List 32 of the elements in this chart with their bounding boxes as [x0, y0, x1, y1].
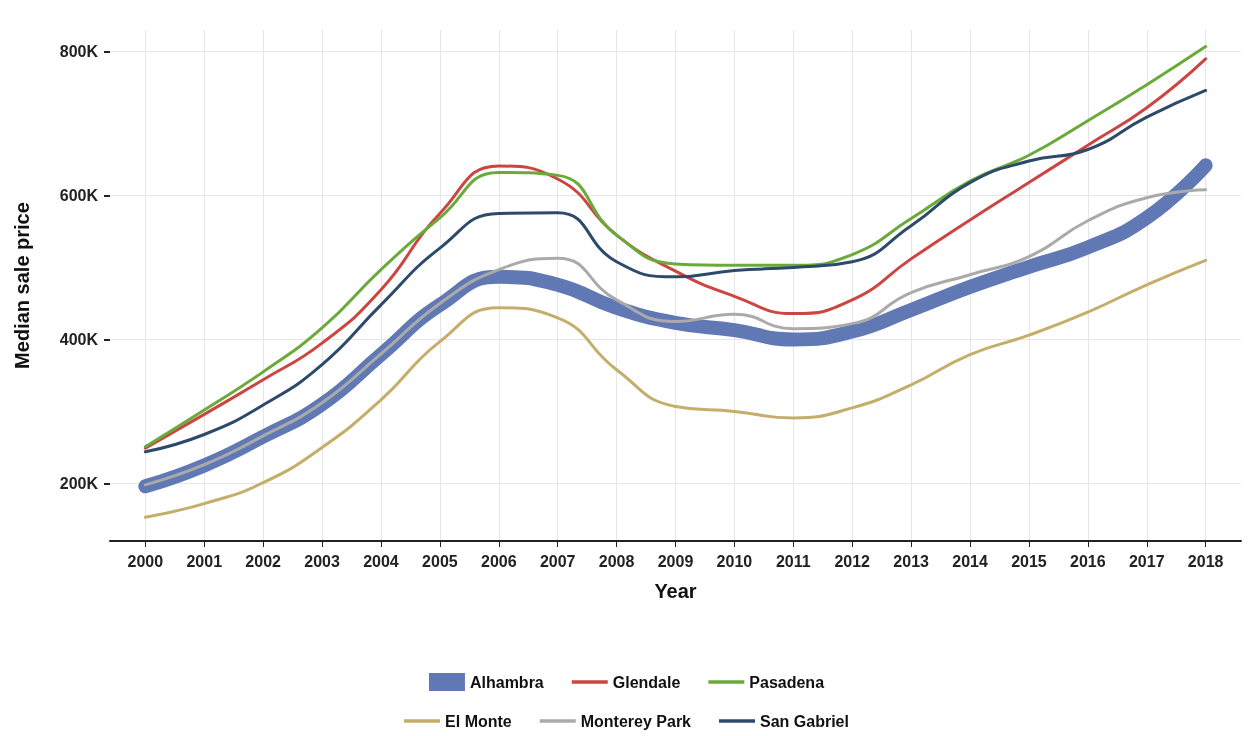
- x-tick-label: 2002: [245, 552, 282, 570]
- x-tick-label: 2012: [834, 552, 871, 570]
- x-tick-label: 2015: [1011, 552, 1047, 570]
- x-tick-label: 2018: [1187, 552, 1224, 570]
- x-tick-label: 2008: [598, 552, 635, 570]
- x-tick-label: 2010: [716, 552, 753, 570]
- y-tick-label: 200K: [59, 474, 99, 492]
- x-tick-label: 2011: [775, 552, 811, 570]
- y-tick-label: 600K: [59, 187, 99, 205]
- y-axis-title: Median sale price: [11, 202, 33, 369]
- y-tick-label: 400K: [59, 330, 99, 348]
- x-tick-label: 2007: [539, 552, 576, 570]
- x-tick-label: 2003: [304, 552, 340, 570]
- legend-label: Monterey Park: [580, 712, 692, 730]
- y-tick-label: 800K: [59, 43, 99, 61]
- x-tick-label: 2014: [952, 552, 988, 570]
- x-tick-label: 2006: [480, 552, 517, 570]
- legend-label: El Monte: [445, 712, 512, 730]
- x-axis-title: Year: [654, 580, 697, 602]
- x-tick-label: 2005: [422, 552, 458, 570]
- x-tick-label: 2001: [186, 552, 223, 570]
- x-tick-label: 2000: [127, 552, 164, 570]
- line-series: [143, 258, 1208, 519]
- x-tick-label: 2017: [1128, 552, 1165, 570]
- legend-label: Pasadena: [749, 673, 825, 691]
- legend-label: Alhambra: [469, 673, 544, 691]
- legend-label: Glendale: [612, 673, 681, 691]
- x-tick-label: 2013: [893, 552, 930, 570]
- x-tick-label: 2004: [363, 552, 399, 570]
- x-tick-label: 2016: [1070, 552, 1106, 570]
- legend-label: San Gabriel: [760, 712, 849, 730]
- x-tick-label: 2009: [657, 552, 694, 570]
